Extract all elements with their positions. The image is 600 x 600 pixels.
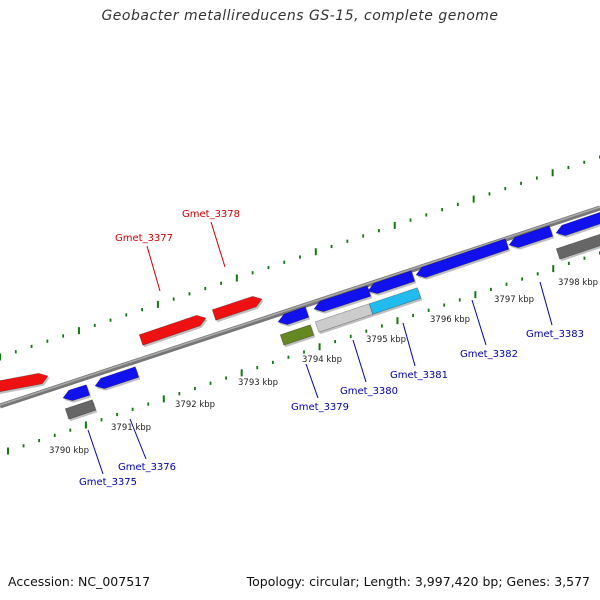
leader-line (305, 363, 319, 399)
kbp-label: 3790 kbp (49, 446, 89, 456)
kbp-labels: 3790 kbp 3791 kbp 3792 kbp 3793 kbp 3794 kbp… (49, 278, 598, 456)
gene-label-gmet-3380: Gmet_3380 (340, 386, 398, 397)
gene-label-gmet-3378: Gmet_3378 (182, 209, 240, 220)
gene-gmet-3379 (277, 306, 310, 325)
gene-gmet-3375 (62, 384, 91, 401)
gene-gmet-3381 (367, 270, 416, 294)
kbp-label: 3796 kbp (430, 315, 470, 325)
green-feature-3379 (279, 324, 315, 346)
kbp-label: 3793 kbp (238, 378, 278, 388)
gene-label-gmet-3375: Gmet_3375 (79, 477, 137, 488)
gene-label-gmet-3377: Gmet_3377 (115, 233, 173, 244)
gene-gmet-3377-partial (0, 373, 49, 392)
leader-line (210, 221, 226, 268)
label-leader-lines (87, 221, 553, 475)
kbp-label: 3795 kbp (366, 335, 406, 345)
kbp-label: 3798 kbp (558, 278, 598, 288)
backbone-highlight (0, 206, 600, 406)
gene-label-gmet-3383: Gmet_3383 (526, 329, 584, 340)
accession-text: Accession: NC_007517 (8, 574, 151, 589)
gene-gmet-3378 (211, 296, 263, 321)
leader-line (471, 299, 487, 346)
map-title: Geobacter metallireducens GS-15, complet… (101, 8, 499, 24)
kbp-label: 3797 kbp (494, 295, 534, 305)
forward-scale-ticks (0, 155, 600, 361)
cyan-feature-3381 (368, 287, 422, 315)
leader-line (87, 429, 104, 475)
reverse-scale-ticks (7, 251, 600, 455)
gene-gmet-3383 (508, 225, 554, 248)
gene-label-gmet-3382: Gmet_3382 (460, 349, 518, 360)
backbone-line (0, 205, 600, 409)
leader-line (352, 339, 367, 383)
gray-feature-3383 (555, 233, 600, 260)
leader-line (539, 281, 553, 326)
gene-labels: Gmet_3375 Gmet_3376 Gmet_3377 Gmet_3378 Gmet… (79, 209, 584, 488)
leader-line (129, 418, 147, 460)
gene-gmet-3377 (138, 315, 207, 346)
gene-features (0, 211, 600, 422)
gene-gmet-3384-partial (555, 211, 600, 236)
gray-feature-3375 (64, 399, 97, 420)
gene-label-gmet-3376: Gmet_3376 (118, 462, 176, 473)
genome-backbone (0, 205, 600, 409)
gene-label-gmet-3381: Gmet_3381 (390, 370, 448, 381)
gene-gmet-3376 (94, 366, 140, 389)
gene-gmet-3382 (415, 238, 510, 278)
kbp-label: 3794 kbp (302, 355, 342, 365)
kbp-label: 3792 kbp (175, 400, 215, 410)
gene-label-gmet-3379: Gmet_3379 (291, 402, 349, 413)
leader-line (146, 245, 161, 292)
kbp-label: 3791 kbp (111, 423, 151, 433)
leader-line (402, 322, 416, 367)
topology-text: Topology: circular; Length: 3,997,420 bp… (246, 574, 590, 589)
